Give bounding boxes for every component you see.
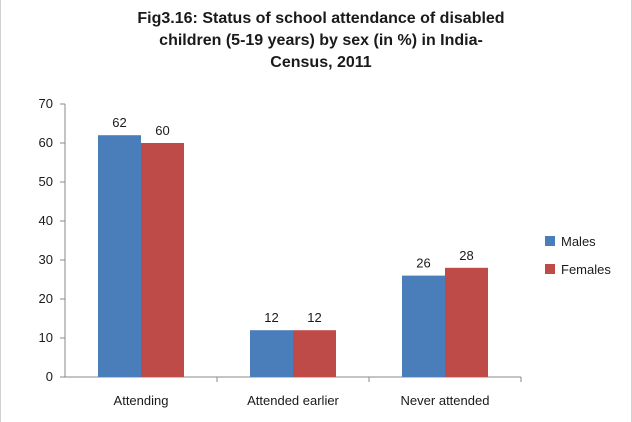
data-label: 62	[112, 115, 126, 130]
x-category-label: Attended earlier	[247, 393, 339, 408]
legend-swatch-females	[545, 264, 555, 274]
data-label: 26	[416, 256, 430, 271]
y-tick-label: 60	[39, 135, 53, 150]
bar-females-1	[293, 330, 336, 377]
y-tick-label: 70	[39, 96, 53, 111]
chart-title-line-3: Census, 2011	[270, 54, 372, 71]
y-tick-label: 0	[46, 369, 53, 384]
chart-title-line-1: Fig3.16: Status of school attendance of …	[137, 10, 505, 27]
bar-males-1	[250, 330, 293, 377]
legend-label: Males	[561, 234, 596, 249]
y-tick-label: 40	[39, 213, 53, 228]
chart-title-line-2: children (5-19 years) by sex (in %) in I…	[159, 32, 483, 49]
data-label: 28	[459, 248, 473, 263]
bar-females-2	[445, 267, 488, 377]
chart-title: Fig3.16: Status of school attendance of …	[41, 8, 601, 74]
y-tick-label: 20	[39, 291, 53, 306]
data-label: 60	[155, 123, 169, 138]
bar-males-2	[402, 275, 445, 377]
data-label: 12	[307, 310, 321, 325]
y-tick-label: 30	[39, 252, 53, 267]
data-label: 12	[264, 310, 278, 325]
y-tick-label: 50	[39, 174, 53, 189]
x-category-label: Attending	[114, 393, 169, 408]
legend-swatch-males	[545, 236, 555, 246]
bar-females-0	[141, 143, 184, 377]
x-category-label: Never attended	[401, 393, 490, 408]
bar-males-0	[98, 135, 141, 377]
y-tick-label: 10	[39, 330, 53, 345]
legend-label: Females	[561, 262, 611, 277]
